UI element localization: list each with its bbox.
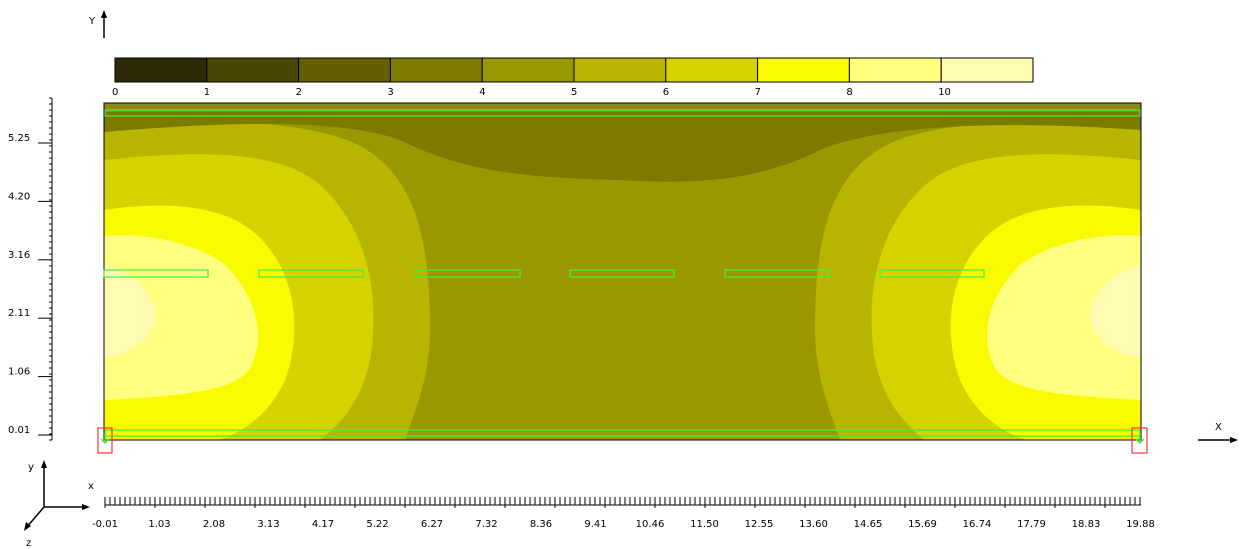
legend-label-3: 3 xyxy=(387,87,393,98)
legend-label-8: 8 xyxy=(846,87,852,98)
x-tick-label-7: 7.32 xyxy=(475,519,497,530)
x-tick-label-0: -0.01 xyxy=(92,519,118,530)
legend-label-5: 5 xyxy=(571,87,577,98)
legend-swatch-7 xyxy=(757,57,850,83)
y-tick-label-2: 2.11 xyxy=(8,308,30,319)
legend-swatch-1 xyxy=(206,57,300,83)
x-tick-label-12: 12.55 xyxy=(745,519,774,530)
right-bands xyxy=(815,121,1141,441)
x-tick-label-4: 4.17 xyxy=(312,519,334,530)
x-tick-label-16: 16.74 xyxy=(963,519,992,530)
x-tick-label-10: 10.46 xyxy=(636,519,665,530)
top-band-dark xyxy=(104,103,1141,182)
y-axis-arrowhead xyxy=(101,10,107,18)
x-tick-label-8: 8.36 xyxy=(530,519,552,530)
y-tick-label-0: 0.01 xyxy=(8,425,30,436)
triad-y-arrowhead xyxy=(41,460,47,468)
triad-z-arrowhead xyxy=(24,522,31,531)
y-tick-label-4: 4.20 xyxy=(8,191,30,202)
y-tick-label-1: 1.06 xyxy=(8,367,30,378)
x-axis-arrowhead xyxy=(1230,437,1238,443)
triad-z-label: z xyxy=(26,538,31,549)
x-axis-label: X xyxy=(1215,422,1222,433)
mid-element-0 xyxy=(103,269,209,278)
x-tick-label-9: 9.41 xyxy=(584,519,606,530)
x-tick-label-6: 6.27 xyxy=(421,519,443,530)
legend-label-7: 7 xyxy=(755,87,761,98)
x-tick-label-1: 1.03 xyxy=(148,519,170,530)
x-tick-label-3: 3.13 xyxy=(257,519,279,530)
left-band-4 xyxy=(104,265,156,358)
support-left-arrow xyxy=(100,433,110,445)
legend-label-0: 0 xyxy=(112,87,118,98)
y-axis-label: Y xyxy=(88,16,96,27)
triad-y-label: y xyxy=(28,462,34,473)
x-tick-label-15: 15.69 xyxy=(908,519,937,530)
legend-label-4: 4 xyxy=(479,87,485,98)
contour-field xyxy=(103,102,1142,441)
x-tick-label-5: 5.22 xyxy=(366,519,388,530)
x-tick-label-18: 18.83 xyxy=(1072,519,1101,530)
x-tick-label-14: 14.65 xyxy=(854,519,883,530)
legend-swatch-3 xyxy=(389,57,483,83)
triad-x-arrowhead xyxy=(82,504,90,510)
legend-swatch-6 xyxy=(665,57,759,83)
mid-element-3 xyxy=(569,269,675,278)
structure-overlay xyxy=(97,109,1148,454)
x-tick-label-19: 19.88 xyxy=(1126,519,1155,530)
mid-element-4 xyxy=(724,269,830,278)
color-legend: 0 1 2 3 4 5 6 7 8 10 xyxy=(112,57,1034,98)
top-beam xyxy=(104,109,1141,117)
top-band-edge xyxy=(104,103,1141,112)
support-left xyxy=(97,427,113,454)
legend-swatch-5 xyxy=(573,57,667,83)
x-tick-label-11: 11.50 xyxy=(690,519,719,530)
legend-label-6: 6 xyxy=(663,87,669,98)
legend-swatch-0 xyxy=(114,57,208,83)
x-tick-label-13: 13.60 xyxy=(799,519,828,530)
mid-element-2 xyxy=(415,269,521,278)
right-band-4 xyxy=(1089,265,1141,358)
support-right-arrow xyxy=(1135,433,1145,445)
legend-label-2: 2 xyxy=(296,87,302,98)
axes: Y X y x z 0.01 1.06 2.11 3.16 4.20 5.25 -0.01 1… xyxy=(8,10,1238,549)
axis-triad: y x z xyxy=(24,460,94,549)
x-tick-label-17: 17.79 xyxy=(1017,519,1046,530)
legend-label-9: 10 xyxy=(938,87,951,98)
mid-element-1 xyxy=(258,269,364,278)
y-tick-label-3: 3.16 xyxy=(8,250,30,261)
legend-label-1: 1 xyxy=(204,87,210,98)
support-right xyxy=(1131,427,1148,454)
legend-swatch-2 xyxy=(298,57,391,83)
x-tick-label-2: 2.08 xyxy=(203,519,225,530)
legend-swatch-8 xyxy=(848,57,942,83)
y-tick-label-5: 5.25 xyxy=(8,133,30,144)
triad-x-label: x xyxy=(88,481,94,492)
mid-element-5 xyxy=(879,269,985,278)
legend-swatch-4 xyxy=(481,57,575,83)
legend-swatch-9 xyxy=(940,57,1034,83)
right-band-3 xyxy=(987,235,1141,400)
